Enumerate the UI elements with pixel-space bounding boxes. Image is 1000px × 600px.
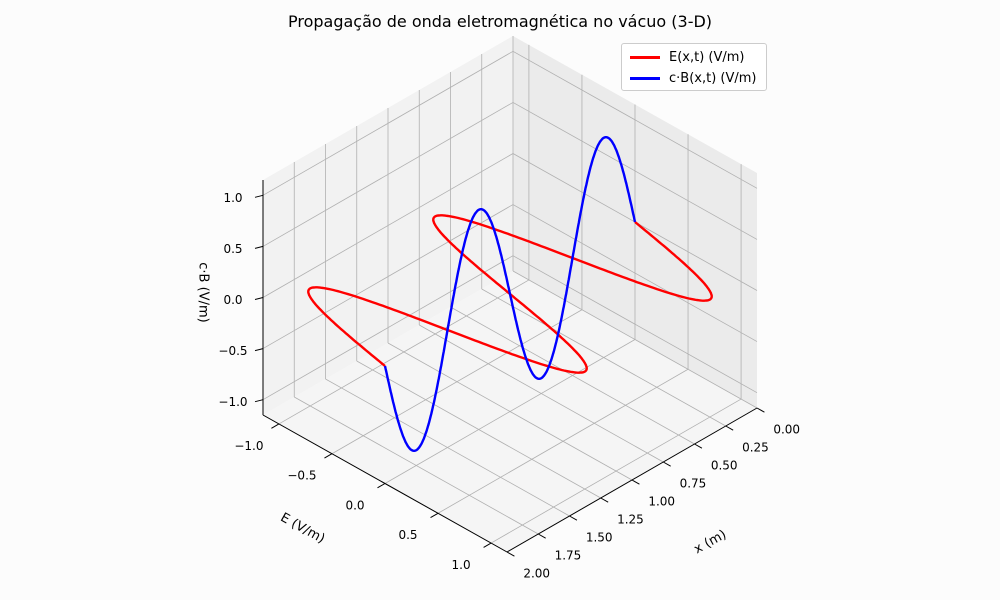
x-tick: [694, 443, 703, 449]
x-tick-label: 1.50: [586, 530, 613, 544]
b-tick: [254, 399, 264, 403]
legend-label-b: c·B(x,t) (V/m): [669, 70, 757, 86]
legend-item-b: c·B(x,t) (V/m): [630, 69, 756, 87]
grid-line-x-floor: [325, 378, 570, 517]
b-tick-label: −1.0: [218, 395, 247, 409]
tick-marks: [254, 194, 765, 557]
grid-line-b-left: [262, 153, 514, 298]
b-tick-label: −0.5: [218, 344, 247, 358]
b-tick-label: 1.0: [223, 191, 242, 205]
b-tick: [254, 297, 264, 300]
e-tick: [430, 512, 439, 519]
e-axis-label: E (V/m): [278, 510, 328, 547]
x-tick-label: 1.75: [555, 548, 582, 562]
grid-line-b-left: [262, 255, 514, 401]
e-tick: [377, 483, 386, 489]
e-tick-label: 0.0: [345, 498, 364, 512]
x-tick-label: 0.75: [680, 476, 707, 490]
grid-line-x-floor: [481, 288, 726, 427]
legend: E(x,t) (V/m) c·B(x,t) (V/m): [621, 43, 767, 91]
chart-title: Propagação de onda eletromagnética no vá…: [287, 12, 713, 31]
x-tick-label: 0.00: [773, 422, 800, 436]
grid-lines: [262, 36, 758, 553]
data-series: [307, 135, 713, 452]
legend-label-e: E(x,t) (V/m): [669, 49, 745, 65]
grid-line-b-left: [262, 50, 514, 196]
e-tick-label: −0.5: [287, 469, 316, 483]
x-tick: [663, 461, 671, 467]
b-tick-label: 0.5: [223, 242, 242, 256]
x-tick-label: 1.00: [648, 494, 675, 508]
grid-line-b-right: [512, 50, 758, 189]
grid-line-x-floor: [450, 306, 695, 445]
b-axis-label: c·B (V/m): [196, 262, 211, 322]
series-b-line: [383, 135, 637, 452]
b-tick: [254, 348, 264, 352]
e-tick: [271, 423, 280, 429]
x-tick: [600, 497, 609, 503]
b-tick: [254, 245, 264, 249]
x-tick: [538, 533, 546, 539]
grid-line-b-left: [262, 204, 514, 349]
grid-line-x-floor: [294, 396, 539, 535]
e-tick-label: −1.0: [234, 439, 263, 453]
x-axis-label: x (m): [692, 527, 730, 557]
x-tick-label: 1.25: [617, 512, 644, 526]
x-tick: [569, 515, 578, 521]
x-tick-label: 2.00: [523, 566, 550, 580]
e-tick-label: 0.5: [398, 528, 417, 542]
x-tick: [756, 407, 765, 413]
grid-line-x-floor: [387, 342, 633, 481]
x-tick: [631, 479, 640, 485]
grid-line-x-floor: [419, 324, 664, 463]
grid-line-b-right: [512, 102, 758, 240]
grid-line-x-floor: [356, 360, 601, 499]
e-tick: [483, 542, 492, 548]
b-tick: [254, 194, 264, 198]
x-tick-label: 0.50: [711, 458, 738, 472]
e-tick: [324, 453, 333, 459]
grid-line-b-left: [262, 102, 514, 247]
legend-swatch-b: [630, 76, 660, 80]
grid-line-b-right: [512, 204, 758, 342]
legend-swatch-e: [630, 55, 660, 59]
b-tick-label: 0.0: [223, 293, 242, 307]
legend-item-e: E(x,t) (V/m): [630, 48, 745, 66]
e-tick-label: 1.0: [452, 558, 471, 572]
grid-line-b-right: [512, 255, 758, 394]
x-tick-label: 0.25: [742, 440, 769, 454]
x-tick: [725, 425, 734, 431]
x-tick: [506, 551, 515, 557]
grid-line-x-floor: [512, 270, 758, 409]
